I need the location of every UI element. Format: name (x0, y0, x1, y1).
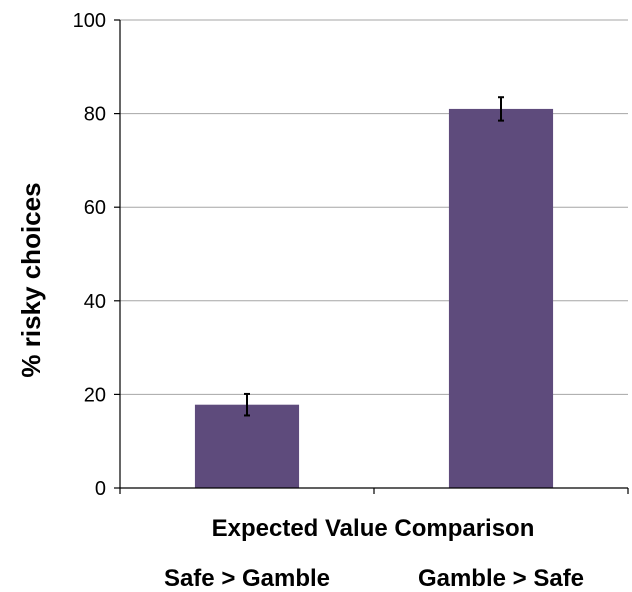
y-tick-label: 80 (84, 104, 106, 126)
y-tick-label: 0 (95, 478, 106, 500)
y-tick-label: 20 (84, 384, 106, 406)
category-label-1: Safe > Gamble (164, 565, 330, 592)
bar-2 (448, 108, 554, 489)
category-label-2: Gamble > Safe (418, 565, 584, 592)
error-bar-2 (498, 96, 504, 122)
y-tick-label: 40 (84, 291, 106, 313)
y-tick-label: 100 (73, 10, 106, 32)
y-tick-label: 60 (84, 197, 106, 219)
y-axis-title: % risky choices (16, 182, 46, 377)
error-bars (244, 96, 504, 417)
bars (194, 108, 554, 489)
tick-labels: 0 20 40 60 80 100 (73, 10, 629, 500)
error-bar-1 (244, 392, 250, 417)
x-axis-title: Expected Value Comparison (212, 515, 535, 542)
category-labels: Safe > Gamble Gamble > Safe (164, 565, 584, 592)
bar-1 (194, 404, 300, 488)
